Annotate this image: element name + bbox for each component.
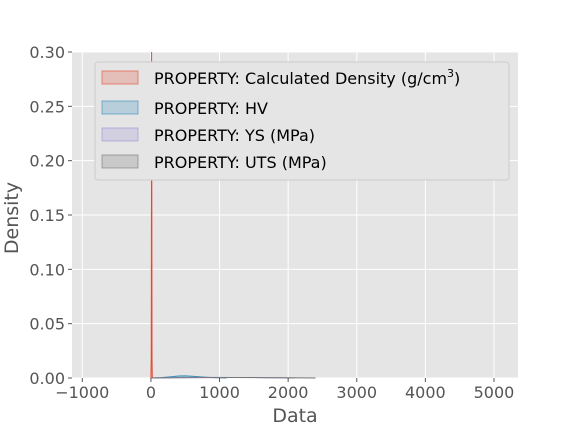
y-tick-label: 0.05 bbox=[29, 315, 65, 334]
series-0-line bbox=[150, 51, 153, 379]
legend-swatch bbox=[101, 154, 139, 169]
legend-swatch bbox=[101, 70, 139, 85]
legend-label: PROPERTY: YS (MPa) bbox=[154, 126, 315, 145]
series-3-line bbox=[150, 376, 316, 379]
legend-swatch bbox=[101, 100, 139, 115]
x-tick-label: −1000 bbox=[55, 383, 109, 402]
y-tick-label: 0.20 bbox=[29, 152, 65, 171]
legend: PROPERTY: Calculated Density (g/cm3) PROP… bbox=[94, 61, 510, 181]
legend-label: PROPERTY: Calculated Density (g/cm3) bbox=[154, 67, 460, 88]
y-tick-label: 0.25 bbox=[29, 97, 65, 116]
legend-label: PROPERTY: UTS (MPa) bbox=[154, 153, 327, 172]
y-axis-label: Density bbox=[1, 182, 23, 254]
tick-layer: −1000 0 1000 2000 3000 4000 5000 0.00 0.05 0.10 0.… bbox=[29, 43, 514, 402]
x-tick-label: 3000 bbox=[336, 383, 377, 402]
legend-swatch bbox=[101, 127, 139, 142]
x-axis-label: Data bbox=[272, 405, 317, 427]
legend-label: PROPERTY: HV bbox=[154, 99, 268, 118]
y-tick-label: 0.10 bbox=[29, 260, 65, 279]
y-tick-label: 0.00 bbox=[29, 369, 65, 388]
x-tick-label: 4000 bbox=[405, 383, 446, 402]
series-layer bbox=[150, 51, 316, 379]
legend-frame bbox=[94, 61, 510, 181]
x-tick-label: 1000 bbox=[199, 383, 240, 402]
y-tick-label: 0.30 bbox=[29, 43, 65, 62]
x-tick-label: 2000 bbox=[268, 383, 309, 402]
x-tick-label: 5000 bbox=[474, 383, 515, 402]
y-tick-label: 0.15 bbox=[29, 206, 65, 225]
x-tick-label: 0 bbox=[146, 383, 156, 402]
